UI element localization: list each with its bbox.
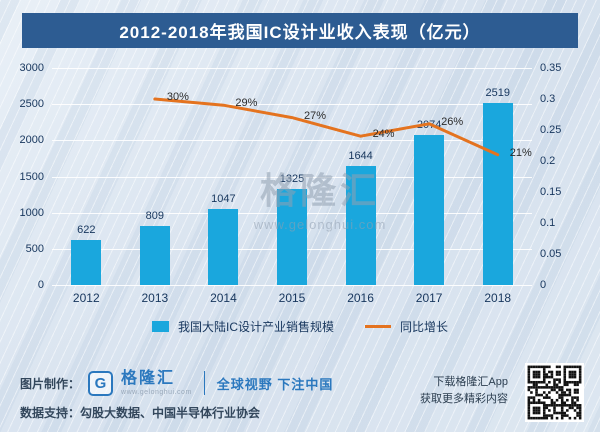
legend-swatch-bar [151,321,169,332]
y-axis-tick-right: 0.35 [540,62,562,74]
download-line2: 获取更多精彩内容 [420,393,508,405]
y-axis-tick-right: 0.1 [540,217,556,229]
growth-point-label: 30% [166,91,189,103]
growth-line [153,97,500,157]
growth-point-label: 29% [235,97,258,110]
bar-value-label: 809 [145,210,165,223]
growth-point-label: 27% [304,109,327,122]
x-axis-tick: 2012 [72,291,100,305]
bar-value-label: 1047 [211,193,236,206]
gridline [52,285,532,286]
vertical-divider [203,371,205,395]
bar-2013 [139,226,170,285]
growth-point-label: 26% [441,115,464,128]
y-axis-tick-right: 0.2 [540,155,556,167]
data-support-credit: 数据支持：勾股大数据、中国半导体行业协会 [20,406,261,420]
footer-made-by-row: 图片制作： G 格隆汇 www.gelonghui.com 全球视野 下注中国 [20,368,333,398]
qr-code-icon [525,363,584,422]
brand-name: 格隆汇 [121,369,176,387]
growth-point-label: 24% [372,128,395,141]
x-axis-tick: 2015 [278,291,306,305]
legend-label-bar: 我国大陆IC设计产业销售规模 [177,320,334,334]
bar-value-label: 2519 [485,86,510,99]
x-axis-tick: 2018 [484,291,512,305]
y-axis-tick-left: 1500 [19,170,44,183]
bar-value-label: 1644 [348,150,373,163]
bar-2017 [414,134,445,285]
gridline [52,68,532,69]
bar-2012 [71,240,102,285]
y-axis-tick-right: 0.3 [540,93,556,105]
bar-2018 [482,102,513,285]
brand-url: www.gelonghui.com [121,388,192,396]
bar-value-label: 1325 [279,173,305,186]
download-line1: 下载格隆汇App [433,376,508,388]
gridline [52,140,532,142]
bar-value-label: 622 [77,224,96,236]
y-axis-tick-left: 1000 [19,206,44,219]
gridline [52,176,532,178]
page-title: 2012-2018年我国IC设计业收入表现（亿元） [22,13,578,48]
x-axis-tick: 2017 [415,291,443,305]
chart-legend: 我国大陆IC设计产业销售规模 同比增长 [0,318,600,335]
bar-2014 [208,209,239,285]
x-axis: 2012 2013 2014 2015 2016 2017 2018 [52,291,532,305]
y-axis-tick-right: 0.25 [540,124,562,136]
bar-2015 [277,189,307,285]
download-cta: 下载格隆汇App 获取更多精彩内容 [420,374,508,408]
legend-label-line: 同比增长 [400,320,449,334]
growth-point-label: 21% [509,146,532,159]
y-axis-tick-right: 0.15 [540,186,562,198]
bar-2016 [345,166,376,285]
y-axis-tick-right: 0.05 [540,248,562,260]
x-axis-tick: 2013 [141,291,169,305]
gelonghui-logo-icon: G [88,370,114,396]
gridline [52,104,532,106]
y-axis-tick-left: 2500 [19,98,44,111]
y-axis-tick-left: 3000 [19,62,44,74]
brand-lockup: 格隆汇 www.gelonghui.com [121,369,192,396]
x-axis-tick: 2016 [347,291,374,305]
made-by-label: 图片制作： [20,376,81,391]
y-axis-tick-left: 2000 [19,134,44,147]
chart-plot: 622 809 1047 1325 1644 2074 2519 30% 29% 27% 24% 26… [52,68,532,286]
y-axis-tick-left: 0 [37,279,44,291]
x-axis-tick: 2014 [210,291,237,305]
brand-slogan: 全球视野 下注中国 [216,376,334,392]
y-axis-tick-right: 0 [540,279,547,291]
legend-swatch-line [365,325,391,328]
y-axis-tick-left: 500 [25,242,44,255]
